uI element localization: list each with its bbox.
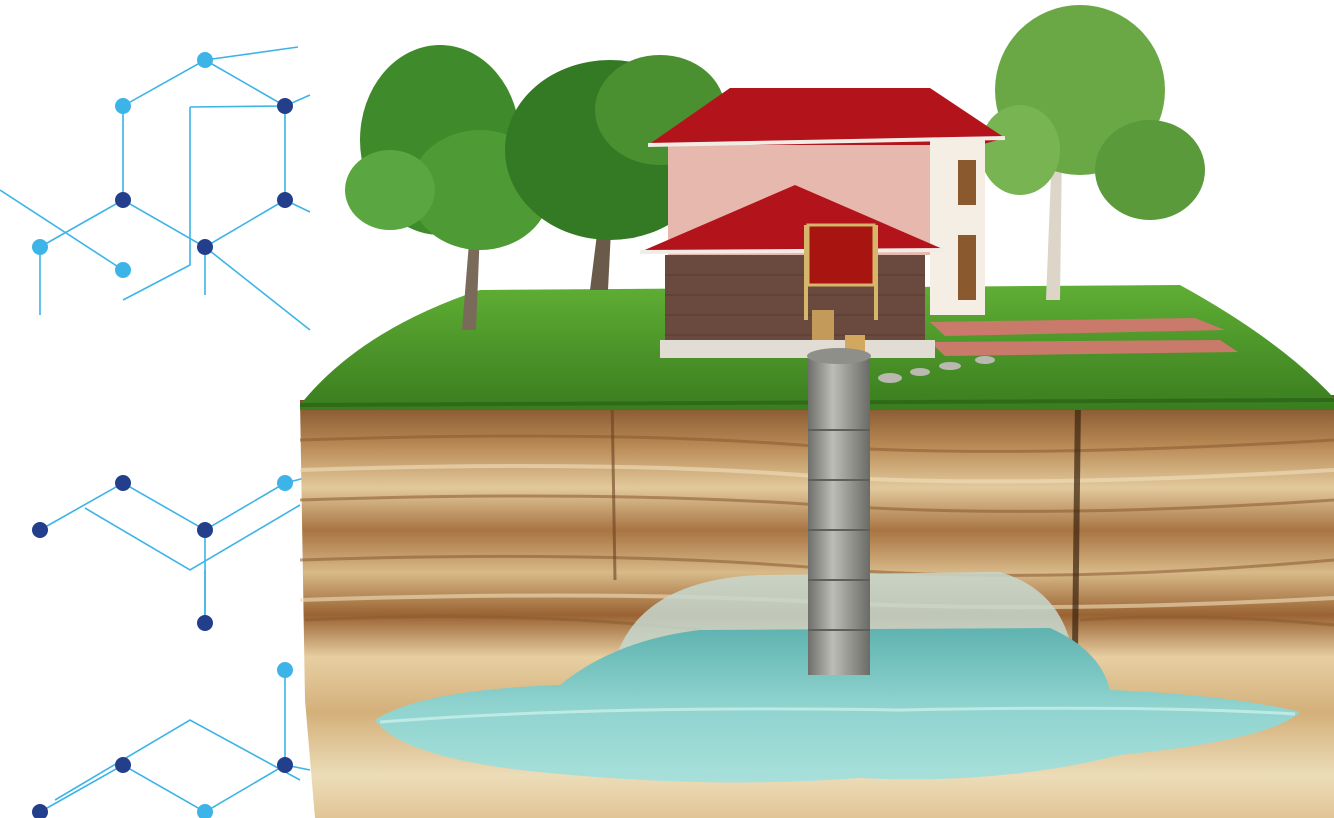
network-nodes bbox=[32, 52, 293, 818]
tree-icon bbox=[980, 5, 1205, 300]
tree-icon bbox=[345, 45, 550, 330]
house-icon bbox=[639, 88, 1006, 358]
well-pipe-icon bbox=[807, 348, 871, 675]
molecule-network-decoration bbox=[0, 46, 311, 813]
well-cross-section-illustration bbox=[299, 5, 1334, 818]
aquifer-water-icon bbox=[375, 628, 1300, 783]
well-head bbox=[804, 223, 878, 357]
